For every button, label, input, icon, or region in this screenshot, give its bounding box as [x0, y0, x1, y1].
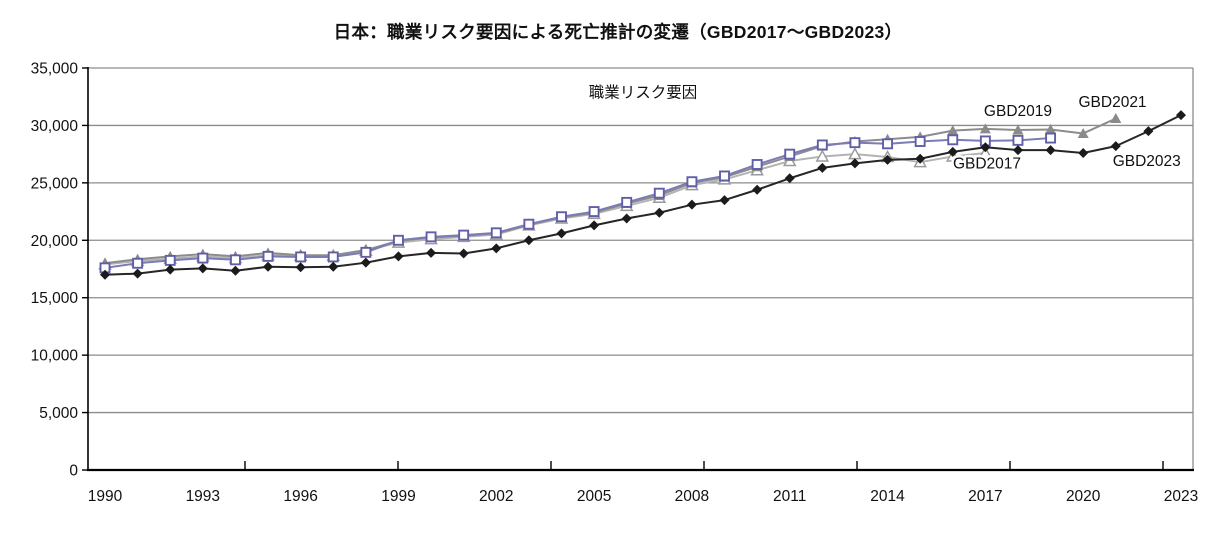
- x-tick-label: 1993: [186, 488, 220, 505]
- x-tick-label: 2017: [968, 488, 1002, 505]
- chart-title: 日本：職業リスク要因による死亡推計の変遷（GBD2017～GBD2023）: [333, 22, 903, 42]
- axes: [82, 67, 1194, 472]
- x-tick-label: 2014: [870, 488, 905, 505]
- x-tick-label: 1999: [381, 488, 415, 505]
- y-tick-label: 15,000: [31, 290, 79, 307]
- annotation-GBD2023: GBD2023: [1113, 153, 1181, 170]
- annotations: 職業リスク要因 GBD2019 GBD2021 GBD2017 GBD2023: [586, 81, 1183, 175]
- x-axis-labels: 1990 1993 1996 1999 2002 2005 2008 2011 2014 2017…: [88, 488, 1198, 505]
- y-tick-label: 0: [69, 463, 78, 480]
- x-tick-label: 2020: [1066, 488, 1101, 505]
- y-axis-labels: 35,000 30,000 25,000 20,000 15,000 10,000 5,00…: [31, 61, 79, 480]
- x-tick-label: 2023: [1164, 488, 1198, 505]
- x-tick-label: 1990: [88, 488, 123, 505]
- y-tick-label: 30,000: [31, 118, 79, 135]
- series-GBD2023: [100, 110, 1186, 280]
- series-GBD2021: [99, 113, 1122, 268]
- x-tick-label: 1996: [283, 488, 317, 505]
- x-tick-label: 2008: [675, 488, 709, 505]
- y-tick-label: 25,000: [31, 175, 79, 192]
- annotation-職業リスク要因: 職業リスク要因: [589, 84, 698, 102]
- annotation-GBD2017: GBD2017: [953, 155, 1021, 172]
- y-tick-label: 10,000: [31, 348, 79, 365]
- y-tick-label: 5,000: [39, 405, 78, 422]
- annotation-GBD2021: GBD2021: [1078, 94, 1146, 111]
- x-tick-label: 2002: [479, 488, 513, 505]
- series-GBD2019: [99, 132, 1057, 274]
- gridlines: [88, 67, 1194, 470]
- y-tick-label: 35,000: [31, 61, 79, 78]
- x-tick-label: 2011: [773, 488, 806, 505]
- x-tick-label: 2005: [577, 488, 611, 505]
- y-tick-label: 20,000: [31, 233, 79, 250]
- annotation-GBD2019: GBD2019: [984, 103, 1052, 120]
